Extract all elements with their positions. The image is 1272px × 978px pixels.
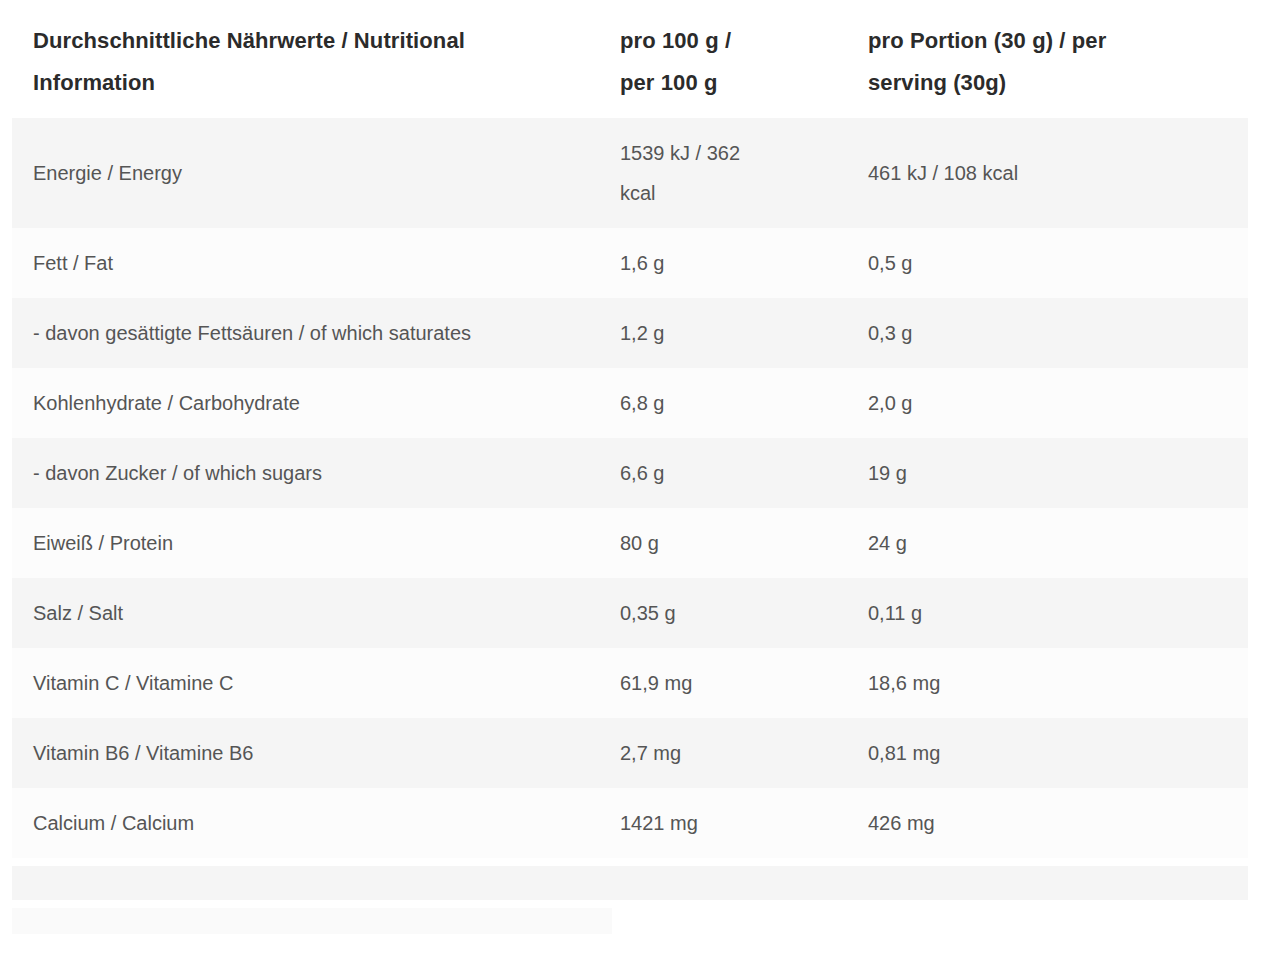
per-serving-value: 0,5 g <box>855 243 1248 283</box>
table-row: Calcium / Calcium 1421 mg 426 mg <box>12 788 1248 858</box>
table-row: Vitamin B6 / Vitamine B6 2,7 mg 0,81 mg <box>12 718 1248 788</box>
per-serving-value: 0,11 g <box>855 593 1248 633</box>
table-row: Eiweiß / Protein 80 g 24 g <box>12 508 1248 578</box>
nutrient-label: Eiweiß / Protein <box>12 523 610 563</box>
per-serving-value: 0,81 mg <box>855 733 1248 773</box>
nutrient-label: Salz / Salt <box>12 593 610 633</box>
nutrient-label: Vitamin B6 / Vitamine B6 <box>12 733 610 773</box>
per-serving-value: 18,6 mg <box>855 663 1248 703</box>
per-100g-value: 61,9 mg <box>610 663 855 703</box>
column-header-nutrient: Durchschnittliche Nährwerte / Nutritiona… <box>12 20 610 104</box>
nutrient-label: Kohlenhydrate / Carbohydrate <box>12 383 610 423</box>
per-serving-value: 24 g <box>855 523 1248 563</box>
nutrient-label: Calcium / Calcium <box>12 803 610 843</box>
per-100g-value: 6,6 g <box>610 453 855 493</box>
per-100g-value: 1421 mg <box>610 803 855 843</box>
per-100g-value: 2,7 mg <box>610 733 855 773</box>
nutrition-table: Durchschnittliche Nährwerte / Nutritiona… <box>12 20 1248 934</box>
table-header-row: Durchschnittliche Nährwerte / Nutritiona… <box>12 20 1248 104</box>
table-row: - davon Zucker / of which sugars 6,6 g 1… <box>12 438 1248 508</box>
table-body: Energie / Energy 1539 kJ / 362 kcal 461 … <box>12 118 1248 858</box>
empty-table-row <box>12 866 1248 900</box>
per-100g-value: 6,8 g <box>610 383 855 423</box>
per-serving-value: 19 g <box>855 453 1248 493</box>
nutrient-label: - davon gesättigte Fettsäuren / of which… <box>12 313 610 353</box>
per-100g-value: 1539 kJ / 362 kcal <box>610 133 855 213</box>
table-row: - davon gesättigte Fettsäuren / of which… <box>12 298 1248 368</box>
table-row: Energie / Energy 1539 kJ / 362 kcal 461 … <box>12 118 1248 228</box>
table-row: Salz / Salt 0,35 g 0,11 g <box>12 578 1248 648</box>
table-row: Fett / Fat 1,6 g 0,5 g <box>12 228 1248 298</box>
per-serving-value: 2,0 g <box>855 383 1248 423</box>
nutrient-label: Fett / Fat <box>12 243 610 283</box>
per-100g-value: 80 g <box>610 523 855 563</box>
per-100g-value: 1,2 g <box>610 313 855 353</box>
table-row: Vitamin C / Vitamine C 61,9 mg 18,6 mg <box>12 648 1248 718</box>
column-header-per-serving: pro Portion (30 g) / per serving (30g) <box>855 20 1248 104</box>
partial-row-fragment <box>12 908 612 934</box>
nutrient-label: Vitamin C / Vitamine C <box>12 663 610 703</box>
per-100g-value: 1,6 g <box>610 243 855 283</box>
per-serving-value: 426 mg <box>855 803 1248 843</box>
nutrient-label: Energie / Energy <box>12 153 610 193</box>
per-100g-value: 0,35 g <box>610 593 855 633</box>
column-header-per-100g: pro 100 g / per 100 g <box>610 20 855 104</box>
nutrient-label: - davon Zucker / of which sugars <box>12 453 610 493</box>
per-serving-value: 461 kJ / 108 kcal <box>855 153 1248 193</box>
table-row: Kohlenhydrate / Carbohydrate 6,8 g 2,0 g <box>12 368 1248 438</box>
per-serving-value: 0,3 g <box>855 313 1248 353</box>
